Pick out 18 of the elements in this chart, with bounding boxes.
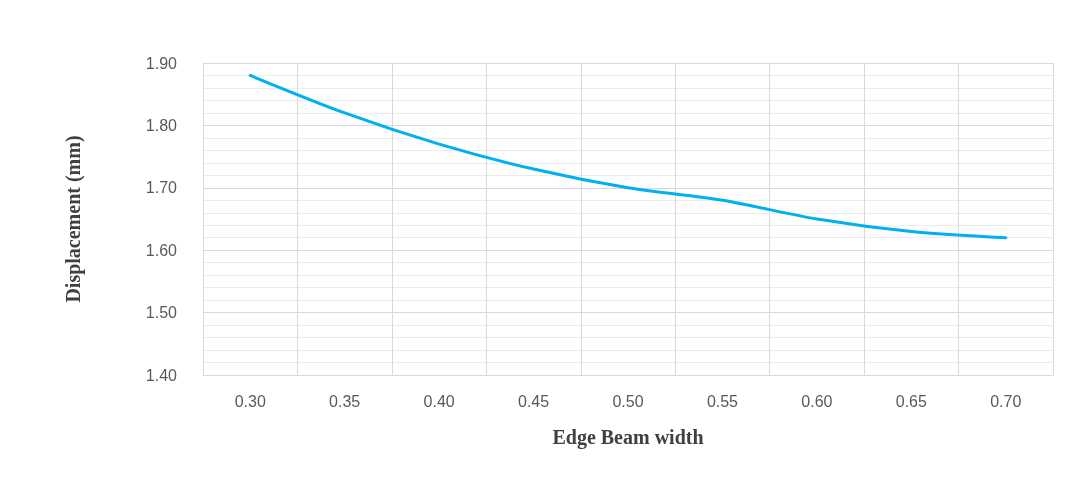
x-tick-label: 0.70 [990, 392, 1022, 410]
x-tick-label: 0.35 [329, 392, 361, 410]
x-tick-label: 0.40 [423, 392, 455, 410]
x-tick-label: 0.45 [517, 392, 550, 410]
y-tick-label: 1.70 [145, 179, 178, 197]
line-series [248, 73, 1008, 240]
y-tick-label: 1.40 [145, 366, 178, 384]
x-tick-label: 0.60 [801, 392, 833, 410]
x-tick-label: 0.55 [706, 392, 739, 410]
y-tick-label: 1.90 [145, 54, 178, 72]
x-tick-label: 0.65 [895, 392, 928, 410]
x-axis-title: Edge Beam width [552, 426, 704, 449]
y-tick-label: 1.80 [145, 116, 178, 134]
y-tick-label: 1.60 [145, 241, 178, 259]
y-axis-title: Displacement (mm) [62, 135, 85, 303]
x-tick-label: 0.50 [612, 392, 644, 410]
y-tick-label: 1.50 [145, 304, 178, 322]
x-tick-label: 0.30 [234, 392, 266, 410]
